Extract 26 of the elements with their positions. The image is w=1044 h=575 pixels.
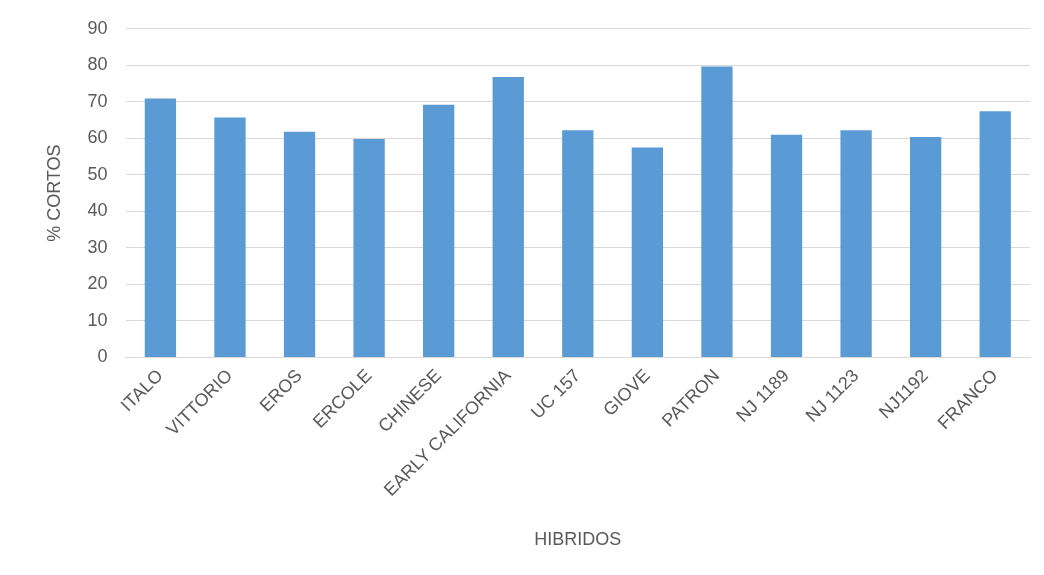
x-tick-label: UC 157: [526, 365, 585, 423]
y-tick-label: 40: [87, 200, 108, 221]
bar: [701, 66, 733, 357]
bar: [562, 130, 594, 357]
bar: [840, 130, 872, 357]
x-axis-title: HIBRIDOS: [534, 529, 622, 550]
y-tick-label: 20: [87, 273, 108, 294]
y-tick-label: 0: [97, 346, 108, 367]
y-tick-label: 80: [87, 54, 108, 75]
bar: [144, 98, 177, 357]
y-tick-label: 10: [87, 309, 108, 330]
y-tick-label: 30: [87, 236, 108, 257]
y-tick-label: 60: [87, 127, 108, 148]
bar: [214, 117, 246, 357]
bar: [353, 139, 385, 357]
bar: [283, 131, 316, 357]
bar: [492, 77, 524, 357]
y-tick-label: 70: [87, 90, 108, 111]
y-axis-title: % CORTOS: [43, 144, 64, 242]
bar: [631, 147, 664, 357]
bar: [979, 111, 1011, 357]
y-tick-label: 90: [87, 17, 108, 38]
bar: [770, 134, 803, 357]
bar: [423, 104, 455, 357]
bar: [910, 136, 942, 357]
y-tick-label: 50: [87, 163, 108, 184]
